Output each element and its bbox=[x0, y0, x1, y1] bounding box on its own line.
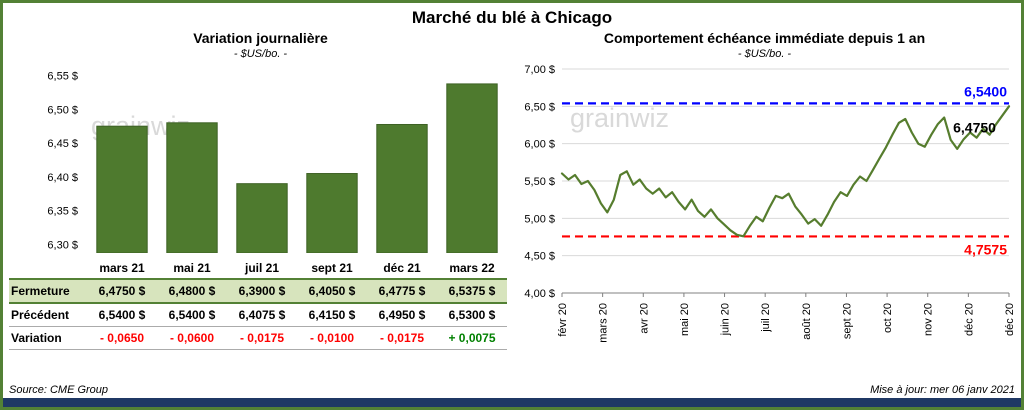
y-tick-label: 6,40 $ bbox=[47, 172, 78, 184]
x-tick-label: oct 20 bbox=[882, 303, 894, 333]
cell-value: 6,5375 $ bbox=[437, 278, 507, 304]
category-label: mai 21 bbox=[173, 261, 211, 275]
cell-value: 6,5300 $ bbox=[437, 303, 507, 327]
cell-value: 6,5400 $ bbox=[87, 303, 157, 327]
table-row-fermeture: Fermeture 6,4750 $6,4800 $6,3900 $6,4050 … bbox=[9, 278, 507, 304]
bar bbox=[166, 122, 218, 254]
cell-value: 6,4075 $ bbox=[227, 303, 297, 327]
y-tick-label: 6,55 $ bbox=[47, 70, 78, 82]
x-tick-label: juil 20 bbox=[760, 303, 772, 333]
bar bbox=[96, 125, 148, 254]
cell-value: - 0,0175 bbox=[367, 326, 437, 350]
footer-source: Source: CME Group bbox=[9, 384, 109, 396]
cell-value: - 0,0650 bbox=[87, 326, 157, 350]
x-tick-label: sept 20 bbox=[841, 303, 853, 339]
cell-value: 6,4750 $ bbox=[87, 278, 157, 304]
x-tick-label: mai 20 bbox=[679, 303, 691, 336]
row-label: Précédent bbox=[9, 303, 87, 327]
row-label: Variation bbox=[9, 326, 87, 350]
cell-value: 6,5400 $ bbox=[157, 303, 227, 327]
panels-container: Variation journalière - $US/bo. - grainw… bbox=[3, 29, 1021, 383]
cell-value: + 0,0075 bbox=[437, 326, 507, 350]
y-tick-label: 4,00 $ bbox=[524, 288, 555, 300]
summary-table: mars 21 mai 21 juil 21 sept 21 déc 21 mars 22… bbox=[9, 258, 507, 350]
category-label: mars 22 bbox=[449, 261, 495, 275]
y-tick-label: 5,50 $ bbox=[524, 176, 555, 188]
cell-value: - 0,0175 bbox=[227, 326, 297, 350]
cell-value: 6,4150 $ bbox=[297, 303, 367, 327]
reference-label-low: 4,7575 bbox=[964, 241, 1007, 257]
line-chart: 4,00 $ 4,50 $ 5,00 $ 5,50 $ 6,00 $ 6,50 $ 7,00… bbox=[524, 64, 1016, 343]
right-panel-title: Comportement échéance immédiate depuis 1… bbox=[603, 30, 926, 46]
y-tick-label: 6,50 $ bbox=[524, 101, 555, 113]
left-panel-subtitle: - $US/bo. - bbox=[233, 48, 288, 60]
table-row-precedent: Précédent 6,5400 $6,5400 $6,4075 $6,4150 … bbox=[9, 303, 507, 327]
category-label: sept 21 bbox=[311, 261, 353, 275]
cell-value: 6,4050 $ bbox=[297, 278, 367, 304]
x-tick-label: juin 20 bbox=[720, 303, 732, 336]
x-tick-label: avr 20 bbox=[638, 303, 650, 334]
category-header-row: mars 21 mai 21 juil 21 sept 21 déc 21 mars 22 bbox=[9, 258, 507, 279]
x-tick-label: nov 20 bbox=[923, 303, 935, 336]
x-tick-label: févr 20 bbox=[557, 303, 569, 337]
page-title: Marché du blé à Chicago bbox=[411, 8, 613, 27]
bar bbox=[236, 183, 288, 254]
x-tick-label: août 20 bbox=[801, 303, 813, 340]
x-tick-label: déc 20 bbox=[963, 303, 975, 336]
y-tick-label: 6,30 $ bbox=[47, 240, 78, 252]
row-label: Fermeture bbox=[9, 278, 87, 304]
x-tick-label: déc 20 bbox=[1004, 303, 1016, 336]
cell-value: 6,4800 $ bbox=[157, 278, 227, 304]
bar bbox=[376, 123, 428, 254]
y-tick-label: 6,50 $ bbox=[47, 104, 78, 116]
category-label: déc 21 bbox=[383, 261, 421, 275]
footer: Source: CME Group Mise à jour: mer 06 ja… bbox=[3, 383, 1021, 398]
last-price-label: 6,4750 bbox=[953, 119, 996, 135]
cell-value: - 0,0600 bbox=[157, 326, 227, 350]
cell-value: 6,3900 $ bbox=[227, 278, 297, 304]
y-tick-label: 6,00 $ bbox=[524, 139, 555, 151]
header-spacer bbox=[9, 258, 87, 279]
watermark: grainwiz bbox=[570, 103, 669, 133]
bar bbox=[446, 83, 498, 254]
y-tick-label: 5,00 $ bbox=[524, 213, 555, 225]
bottom-bar bbox=[3, 398, 1021, 407]
category-label: mars 21 bbox=[99, 261, 145, 275]
x-tick-label: mars 20 bbox=[598, 303, 610, 343]
cell-value: 6,4950 $ bbox=[367, 303, 437, 327]
cell-value: - 0,0100 bbox=[297, 326, 367, 350]
one-year-panel: Comportement échéance immédiate depuis 1… bbox=[512, 29, 1021, 383]
bar bbox=[306, 173, 358, 254]
cell-value: 6,4775 $ bbox=[367, 278, 437, 304]
left-panel-title: Variation journalière bbox=[193, 30, 328, 46]
right-panel-subtitle: - $US/bo. - bbox=[737, 48, 792, 60]
table-row-variation: Variation - 0,0650- 0,0600- 0,0175- 0,010… bbox=[9, 326, 507, 350]
price-line bbox=[560, 105, 1011, 238]
y-tick-label: 4,50 $ bbox=[524, 251, 555, 263]
category-label: juil 21 bbox=[244, 261, 279, 275]
bar-chart: grainwiz6,30 $6,35 $6,40 $6,45 $6,50 $6,… bbox=[47, 70, 498, 254]
y-tick-label: 7,00 $ bbox=[524, 64, 555, 76]
daily-variation-panel: Variation journalière - $US/bo. - grainw… bbox=[3, 29, 512, 383]
y-tick-label: 6,45 $ bbox=[47, 138, 78, 150]
reference-label-high: 6,5400 bbox=[964, 83, 1007, 99]
y-tick-label: 6,35 $ bbox=[47, 206, 78, 218]
footer-updated: Mise à jour: mer 06 janv 2021 bbox=[870, 384, 1015, 396]
